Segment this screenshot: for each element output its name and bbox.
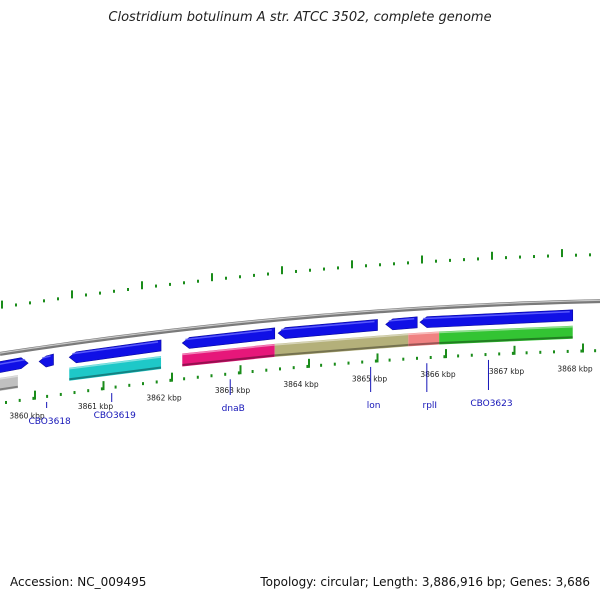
minor-ticks-upper — [1, 249, 591, 309]
cds-highlight — [185, 329, 272, 341]
gene-label-rpli: rplI — [423, 401, 438, 411]
accession-text: Accession: NC_009495 — [10, 575, 147, 589]
feature-highlight — [274, 333, 409, 346]
cds-3 — [181, 327, 276, 349]
backbone — [0, 299, 600, 356]
gene-label-dnab: dnaB — [222, 404, 245, 414]
kbp-tick-label: 3865 kbp — [352, 374, 388, 383]
backbone-line — [0, 299, 600, 356]
feature-shadow — [0, 385, 19, 391]
backbone-highlight — [0, 299, 600, 354]
feature-highlight — [182, 344, 275, 356]
gene-label-cbo3618: CBO3618 — [28, 417, 71, 427]
feature-highlight — [69, 356, 162, 370]
feature-shadow — [439, 336, 573, 344]
kbp-tick-label: 3861 kbp — [78, 402, 114, 411]
feature-highlight — [439, 326, 573, 334]
cds-2 — [68, 339, 162, 364]
feature-shadow — [182, 354, 275, 366]
kbp-tick-label: 3868 kbp — [557, 365, 593, 374]
feature-magenta — [182, 343, 275, 367]
gene-label-cbo3619: CBO3619 — [94, 411, 137, 421]
cds-1 — [38, 353, 54, 368]
feature-highlight — [408, 331, 440, 336]
gene-label-lon: lon — [367, 401, 381, 411]
feature-highlight — [0, 375, 18, 380]
gene-label-cbo3623: CBO3623 — [470, 399, 512, 409]
genome-summary-text: Topology: circular; Length: 3,886,916 bp… — [260, 575, 590, 589]
feature-cyan — [69, 355, 162, 381]
kbp-tick-label: 3864 kbp — [283, 380, 319, 389]
cds-highlight — [72, 341, 159, 355]
feature-gray — [0, 375, 18, 391]
kbp-tick-label: 3862 kbp — [146, 394, 182, 403]
minor-ticks-lower — [5, 349, 597, 404]
feature-khaki — [274, 333, 409, 357]
kbp-tick-label: 3860 kbp — [9, 412, 45, 421]
cds-4 — [277, 319, 378, 339]
cds-highlight — [422, 311, 570, 320]
cds-highlight — [281, 320, 375, 331]
kbp-tick-label: 3866 kbp — [420, 370, 456, 379]
feature-shadow — [408, 341, 440, 346]
kbp-tick-label: 3863 kbp — [215, 386, 251, 395]
feature-green — [439, 325, 573, 345]
cds-highlight — [0, 358, 26, 365]
feature-salmon — [408, 331, 440, 347]
cds-0 — [0, 357, 29, 373]
feature-shadow — [274, 343, 409, 357]
kbp-axis: 3860 kbp 3861 kbp 3862 kbp 3863 kbp 3864 kbp… — [9, 343, 593, 421]
cds-6 — [419, 309, 574, 328]
gene-labels: CBO3618 CBO3619 dnaB lon rplI CBO3623 — [28, 359, 513, 427]
feature-track — [0, 325, 573, 391]
feature-shadow — [69, 366, 162, 381]
page-title: Clostridium botulinum A str. ATCC 3502, … — [108, 10, 492, 25]
cds-highlight — [388, 318, 415, 322]
kbp-tick-label: 3867 kbp — [489, 367, 525, 376]
cds-highlight — [41, 355, 51, 359]
cds-track — [0, 309, 574, 373]
